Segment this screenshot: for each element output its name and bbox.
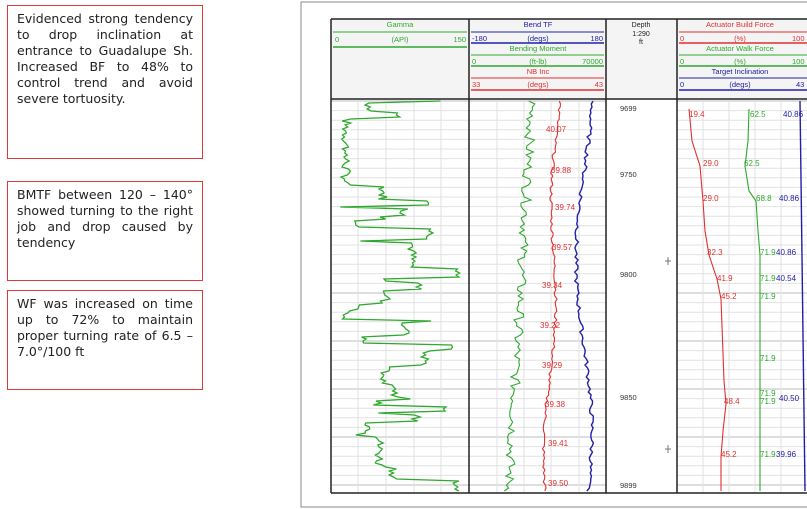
target-inclination-max: 43 — [796, 80, 804, 89]
bend-tf-max: 180 — [590, 34, 603, 43]
target-inclination-label: 40.86 — [779, 194, 800, 203]
depth-header: Depth 1:290 ft — [632, 22, 651, 46]
gamma-unit: (API) — [391, 35, 409, 44]
build-force-label: 41.9 — [717, 274, 733, 283]
inc-value-label: 39.74 — [555, 203, 576, 212]
walk-force-label: 68.8 — [756, 194, 772, 203]
inc-value-label: 39.50 — [548, 479, 569, 488]
walk-force-label: 71.9 — [760, 450, 776, 459]
nb-inc-value-labels: 40.07 39.88 39.74 39.57 39.34 39.22 39.2… — [540, 125, 576, 488]
track2-header: Bend TF -180 (degs) 180 Bending Moment 0… — [471, 20, 604, 91]
inc-value-label: 39.41 — [548, 439, 569, 448]
bend-tf-curve — [573, 100, 595, 492]
nb-inc-title: NB Inc — [527, 67, 550, 76]
depth-axis: 9699 9750 9800 9850 9899 — [620, 104, 671, 490]
walk-force-title: Actuator Walk Force — [706, 44, 774, 53]
target-inclination-title: Target Inclination — [712, 67, 769, 76]
build-force-label: 19.4 — [689, 110, 705, 119]
depth-marker-icon — [665, 257, 671, 453]
gamma-max: 150 — [453, 35, 466, 44]
walk-force-label: 71.9 — [760, 389, 776, 398]
bending-moment-min: 0 — [472, 57, 476, 66]
well-log-plot: Gamma 0 (API) 150 Bend TF -180 (degs) 18… — [300, 1, 807, 508]
build-force-max: 100 — [792, 34, 805, 43]
walk-force-label: 62.5 — [750, 110, 766, 119]
inc-value-label: 39.38 — [545, 400, 566, 409]
nb-inc-curve — [541, 100, 562, 492]
bending-moment-unit: (ft-lb) — [529, 57, 547, 66]
build-force-label: 32.3 — [707, 248, 723, 257]
build-force-min: 0 — [680, 34, 684, 43]
inc-value-label: 39.22 — [540, 321, 561, 330]
walk-force-max: 100 — [792, 57, 805, 66]
build-force-title: Actuator Build Force — [706, 20, 774, 29]
gamma-min: 0 — [335, 35, 339, 44]
inc-value-label: 39.57 — [552, 243, 573, 252]
walk-force-min: 0 — [680, 57, 684, 66]
depth-title: Depth — [632, 22, 651, 29]
bending-moment-title: Bending Moment — [510, 44, 568, 53]
build-force-label: 45.2 — [721, 292, 737, 301]
depth-scale: 1:290 — [632, 31, 650, 38]
walk-force-label: 71.9 — [760, 292, 776, 301]
walk-force-unit: (%) — [734, 57, 746, 66]
target-inclination-unit: (degs) — [729, 80, 751, 89]
depth-tick: 9850 — [620, 393, 637, 402]
target-inclination-curve — [799, 100, 806, 492]
bending-moment-curve — [503, 100, 536, 492]
depth-tick: 9800 — [620, 270, 637, 279]
walk-force-curve — [744, 108, 761, 491]
nb-inc-unit: (degs) — [527, 80, 549, 89]
target-inclination-label: 40.86 — [783, 110, 804, 119]
build-force-label: 29.0 — [703, 159, 719, 168]
target-inclination-label: 39.96 — [776, 450, 797, 459]
build-force-value-labels: 19.4 29.0 29.0 32.3 41.9 45.2 48.4 45.2 — [689, 110, 740, 459]
build-force-curve — [688, 108, 727, 491]
bend-tf-min: -180 — [472, 34, 487, 43]
depth-tick: 9699 — [620, 104, 637, 113]
inc-value-label: 39.88 — [551, 166, 572, 175]
depth-tick: 9750 — [620, 170, 637, 179]
bend-tf-unit: (degs) — [527, 34, 549, 43]
build-force-label: 29.0 — [703, 194, 719, 203]
bend-tf-title: Bend TF — [524, 20, 553, 29]
target-inclination-value-labels: 40.86 40.86 40.86 40.54 40.50 39.96 — [776, 110, 804, 459]
walk-force-label: 71.9 — [760, 248, 776, 257]
inc-value-label: 39.34 — [542, 281, 563, 290]
nb-inc-max: 43 — [595, 80, 603, 89]
track4-header: Actuator Build Force 0 (%) 100 Actuator … — [679, 20, 807, 91]
inc-value-label: 39.29 — [542, 361, 563, 370]
build-force-label: 45.2 — [721, 450, 737, 459]
walk-force-label: 71.9 — [760, 274, 776, 283]
build-force-label: 48.4 — [724, 397, 740, 406]
depth-unit: ft — [639, 39, 643, 46]
target-inclination-label: 40.50 — [779, 394, 800, 403]
target-inclination-min: 0 — [680, 80, 684, 89]
build-force-unit: (%) — [734, 34, 746, 43]
annotation-note-drop-tendency: Evidenced strong tendency to drop inclin… — [7, 5, 203, 159]
walk-force-value-labels: 62.5 62.5 68.8 71.9 71.9 71.9 71.9 71.9 … — [744, 110, 776, 459]
target-inclination-label: 40.54 — [776, 274, 797, 283]
bending-moment-max: 70000 — [582, 57, 603, 66]
inc-value-label: 40.07 — [546, 125, 567, 134]
annotation-note-walk-force: WF was increased on time up to 72% to ma… — [7, 290, 203, 390]
target-inclination-label: 40.86 — [776, 248, 797, 257]
depth-tick: 9899 — [620, 481, 637, 490]
gamma-title: Gamma — [387, 20, 415, 29]
walk-force-label: 71.9 — [760, 397, 776, 406]
gamma-curve — [339, 100, 461, 492]
nb-inc-min: 33 — [472, 80, 480, 89]
track1-header: Gamma 0 (API) 150 — [333, 20, 467, 48]
walk-force-label: 71.9 — [760, 354, 776, 363]
walk-force-label: 62.5 — [744, 159, 760, 168]
annotation-note-bmtf: BMTF between 120 – 140° showed turning t… — [7, 181, 203, 281]
